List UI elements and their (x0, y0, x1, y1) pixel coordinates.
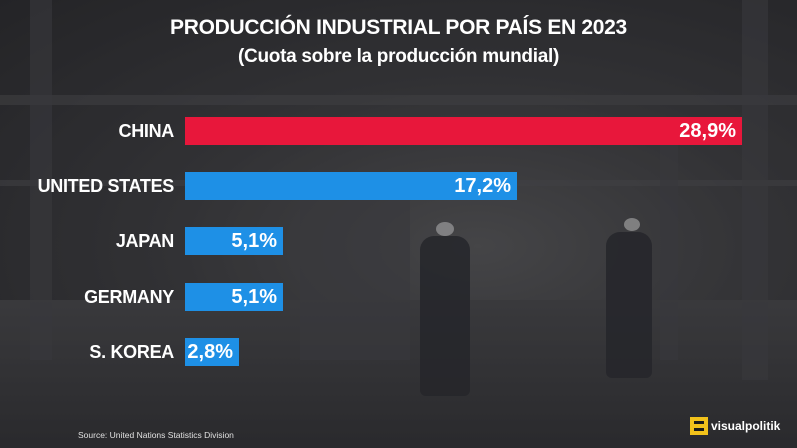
worker-helmet (436, 222, 454, 236)
background-column (742, 0, 768, 380)
worker-helmet (624, 218, 640, 231)
value-label: 5,1% (231, 286, 277, 308)
category-label: GERMANY (84, 287, 174, 307)
value-label: 28,9% (679, 120, 736, 142)
category-label: UNITED STATES (37, 176, 175, 196)
background-column (30, 0, 52, 360)
category-label: CHINA (118, 121, 175, 141)
source-note: Source: United Nations Statistics Divisi… (78, 430, 234, 440)
bar (185, 172, 517, 200)
brand-logo: visualpolitik (690, 416, 780, 436)
chart-title: PRODUCCIÓN INDUSTRIAL POR PAÍS EN 2023 (170, 16, 627, 39)
value-label: 2,8% (187, 341, 233, 363)
bar (185, 227, 283, 255)
bar (185, 283, 283, 311)
background-beam (0, 95, 797, 105)
category-label: JAPAN (115, 231, 174, 251)
brand-logo-icon (690, 417, 708, 435)
background-column (300, 190, 410, 360)
brand-name: visualpolitik (711, 419, 781, 433)
background-column (660, 120, 678, 360)
value-label: 17,2% (454, 175, 511, 197)
category-label: S. KOREA (89, 342, 174, 362)
value-label: 5,1% (231, 230, 277, 252)
chart-subtitle: (Cuota sobre la producción mundial) (238, 46, 559, 67)
bar (185, 338, 239, 366)
bar (185, 117, 742, 145)
worker-figure (606, 232, 652, 378)
worker-figure (420, 236, 470, 396)
